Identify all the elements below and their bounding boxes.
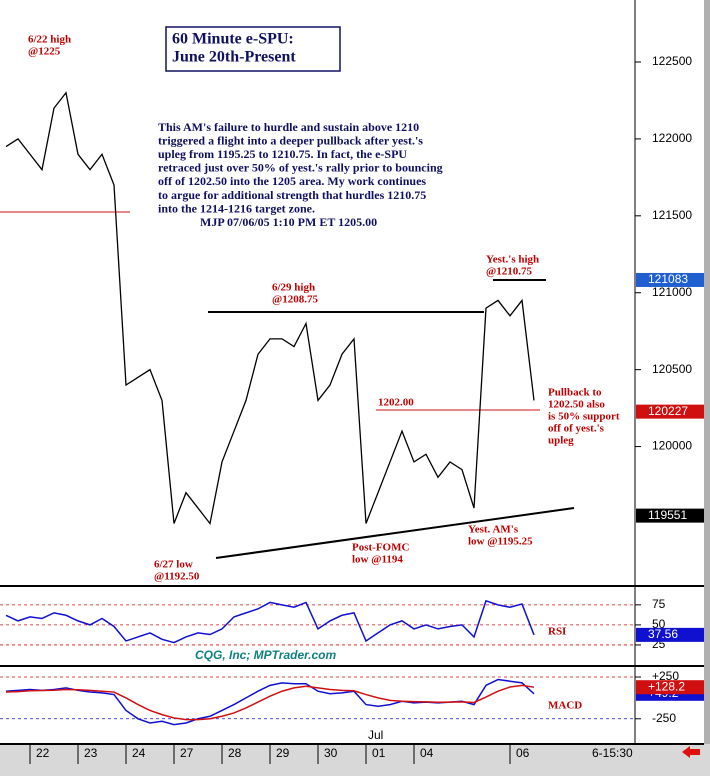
annotation: 6/29 high <box>272 282 315 294</box>
x-month-label: Jul <box>368 728 383 742</box>
commentary: to argue for additional strength that hu… <box>158 188 426 202</box>
arrow-icon[interactable] <box>682 746 700 758</box>
y-tick-label: 120500 <box>652 362 692 376</box>
signature: MJP 07/06/05 1:10 PM ET 1205.00 <box>200 215 377 229</box>
date-strip <box>0 744 710 776</box>
panel-label: MACD <box>548 700 582 712</box>
x-tick-label: 28 <box>228 746 242 760</box>
chart-title: 60 Minute e-SPU: <box>172 31 294 48</box>
commentary: into the 1214-1216 target zone. <box>158 201 315 215</box>
end-label: +128.2 <box>648 679 685 693</box>
annotation: Pullback to <box>548 387 602 399</box>
series-line <box>5 599 535 644</box>
x-tick-label: 24 <box>132 746 146 760</box>
x-tick-label: 06 <box>516 746 530 760</box>
x-end-label: 6-15:30 <box>592 746 633 760</box>
y-tick-label: 121500 <box>652 208 692 222</box>
annotation: @1192.50 <box>154 571 200 583</box>
annotation: @1225 <box>28 46 61 58</box>
commentary: off of 1202.50 into the 1205 area. My wo… <box>158 174 426 188</box>
annotation: off of yest.'s <box>548 423 605 435</box>
commentary: triggered a flight into a deeper pullbac… <box>158 133 423 147</box>
annotation: low @1194 <box>352 554 403 566</box>
panel-label: RSI <box>548 626 566 638</box>
annotation: Yest. AM's <box>468 524 519 536</box>
annotation: 6/22 high <box>28 34 71 46</box>
end-label-box <box>636 627 704 642</box>
y-tick-label: 122000 <box>652 131 692 145</box>
y-tick-label: 50 <box>652 617 666 631</box>
right-border <box>704 0 710 776</box>
x-tick-label: 22 <box>36 746 50 760</box>
annotation: upleg <box>548 435 574 447</box>
price-marker <box>636 272 704 287</box>
y-tick-label: -250 <box>652 711 676 725</box>
annotation: 1202.00 <box>378 397 414 409</box>
y-tick-label: 75 <box>652 597 666 611</box>
price-marker <box>636 404 704 419</box>
annotation: Post-FOMC <box>352 542 409 554</box>
price-marker-label: 121083 <box>648 272 688 286</box>
commentary: upleg from 1195.25 to 1210.75. In fact, … <box>158 147 407 161</box>
watermark: CQG, Inc; MPTrader.com <box>195 648 336 662</box>
y-tick-label: 120000 <box>652 439 692 453</box>
series-line <box>5 91 535 525</box>
y-tick-label: 122500 <box>652 54 692 68</box>
title-box <box>165 26 341 72</box>
chart-title: June 20th-Present <box>172 49 296 66</box>
annotation: @1208.75 <box>272 294 318 306</box>
x-tick-label: 01 <box>372 746 386 760</box>
annotation: @1210.75 <box>486 266 532 278</box>
price-marker-label: 119551 <box>648 508 687 522</box>
x-tick-label: 29 <box>276 746 290 760</box>
x-tick-label: 04 <box>420 746 434 760</box>
x-tick-label: 30 <box>324 746 338 760</box>
series-line <box>5 684 535 721</box>
x-tick-label: 27 <box>180 746 194 760</box>
annotation: 1202.50 also <box>548 399 605 411</box>
annotation: Yest.'s high <box>486 254 539 266</box>
commentary: This AM's failure to hurdle and sustain … <box>158 120 419 134</box>
end-label-box <box>636 680 704 695</box>
x-tick-label: 23 <box>84 746 98 760</box>
annotation: is 50% support <box>548 411 620 423</box>
annotation: low @1195.25 <box>468 536 533 548</box>
y-tick-label: 121000 <box>652 285 692 299</box>
price-marker <box>636 508 704 523</box>
annotation: 6/27 low <box>154 559 193 571</box>
trend-line <box>215 507 575 559</box>
price-marker-label: 120227 <box>648 404 688 418</box>
y-tick-label: +250 <box>652 669 679 683</box>
commentary: retraced just over 50% of yest.'s rally … <box>158 161 443 175</box>
end-label: 37.56 <box>648 627 678 641</box>
